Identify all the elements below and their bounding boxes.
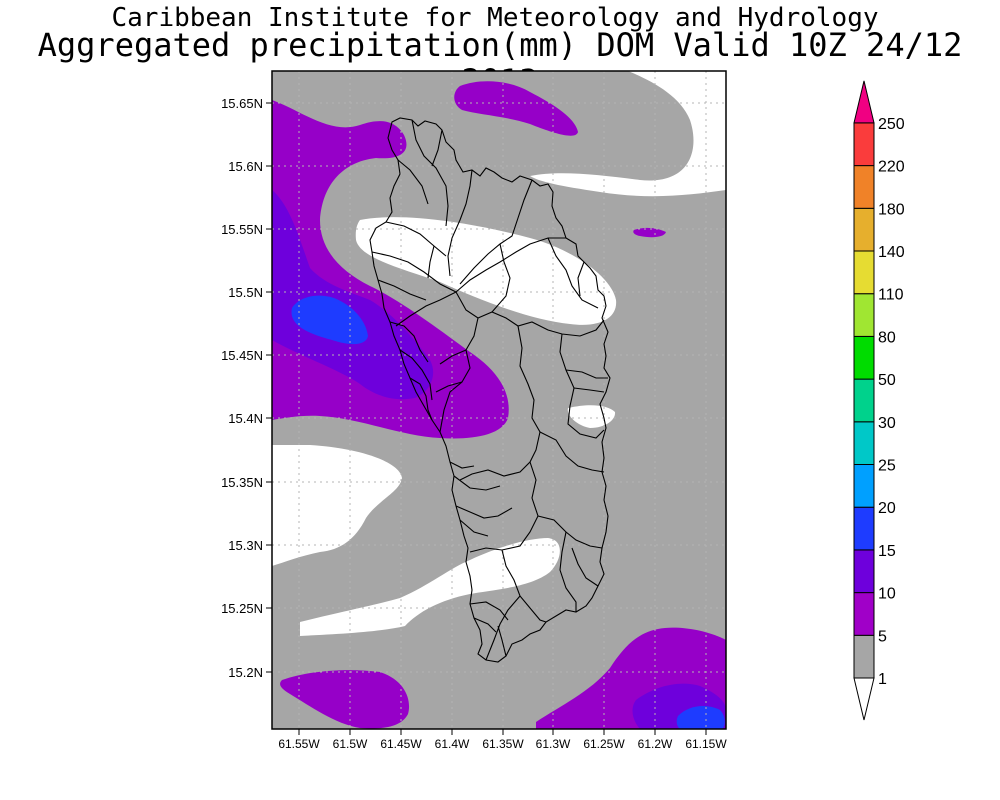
legend-swatch xyxy=(853,250,875,295)
graticule xyxy=(272,71,726,729)
legend-swatch xyxy=(853,165,875,209)
legend-level-label: 10 xyxy=(878,586,896,603)
lon-tick-label: 61.25W xyxy=(583,737,625,751)
lat-tick-label: 15.4N xyxy=(228,411,263,426)
legend-swatch xyxy=(853,592,875,636)
legend-arrow-high xyxy=(853,80,875,124)
legend-swatch xyxy=(853,634,875,679)
lat-tick-label: 15.45N xyxy=(221,348,263,363)
map-frame xyxy=(271,70,727,730)
lon-tick-label: 61.2W xyxy=(638,737,673,751)
legend-swatch xyxy=(853,122,875,167)
legend-level-label: 80 xyxy=(878,329,896,346)
lon-tick-label: 61.35W xyxy=(482,737,524,751)
lon-tick-label: 61.3W xyxy=(536,737,571,751)
legend-level-label: 5 xyxy=(878,628,887,645)
map-plot-area xyxy=(272,71,726,729)
precip-band-below-1 xyxy=(272,71,726,636)
precip-band-15-20 xyxy=(291,295,725,729)
legend-swatch xyxy=(853,335,875,380)
lon-tick-label: 61.15W xyxy=(685,737,727,751)
legend-level-label: 15 xyxy=(878,543,896,560)
legend-swatch xyxy=(853,378,875,423)
chart-title-institute: Caribbean Institute for Meteorology and … xyxy=(111,3,879,33)
legend-level-label: 50 xyxy=(878,372,896,389)
axis-labels: 15.65N 15.6N 15.55N 15.5N 15.45N 15.4N 15.35N 1… xyxy=(221,96,727,751)
legend-level-label: 1 xyxy=(878,671,887,688)
lat-tick-label: 15.5N xyxy=(228,285,263,300)
lon-tick-label: 61.55W xyxy=(278,737,320,751)
legend-swatch xyxy=(853,549,875,594)
lat-tick-label: 15.25N xyxy=(221,601,263,616)
legend-level-label: 20 xyxy=(878,500,896,517)
lat-tick-label: 15.6N xyxy=(228,159,263,174)
chart-title-product: Aggregated precipitation(mm) DOM Valid 1… xyxy=(37,26,963,99)
lat-tick-label: 15.2N xyxy=(228,665,263,680)
lat-tick-label: 15.35N xyxy=(221,475,263,490)
dominica-island-outline xyxy=(369,117,611,663)
legend-swatch xyxy=(853,293,875,337)
legend-level-label: 30 xyxy=(878,415,896,432)
lat-tick-label: 15.55N xyxy=(221,222,263,237)
legend-swatch xyxy=(853,464,875,508)
legend-swatch xyxy=(853,421,875,465)
legend-arrow-low xyxy=(853,677,875,721)
legend-level-label: 110 xyxy=(878,287,904,304)
lat-tick-label: 15.3N xyxy=(228,538,263,553)
legend-level-label: 220 xyxy=(878,159,905,176)
lon-tick-label: 61.45W xyxy=(380,737,422,751)
legend-swatch xyxy=(853,506,875,551)
legend-level-label: 180 xyxy=(878,201,905,218)
legend-swatch xyxy=(853,207,875,252)
lon-tick-label: 61.5W xyxy=(333,737,368,751)
lon-tick-label: 61.4W xyxy=(435,737,470,751)
legend-level-label: 25 xyxy=(878,458,896,475)
legend-level-label: 250 xyxy=(878,116,905,133)
legend-level-label: 140 xyxy=(878,244,905,261)
lat-tick-label: 15.65N xyxy=(221,96,263,111)
